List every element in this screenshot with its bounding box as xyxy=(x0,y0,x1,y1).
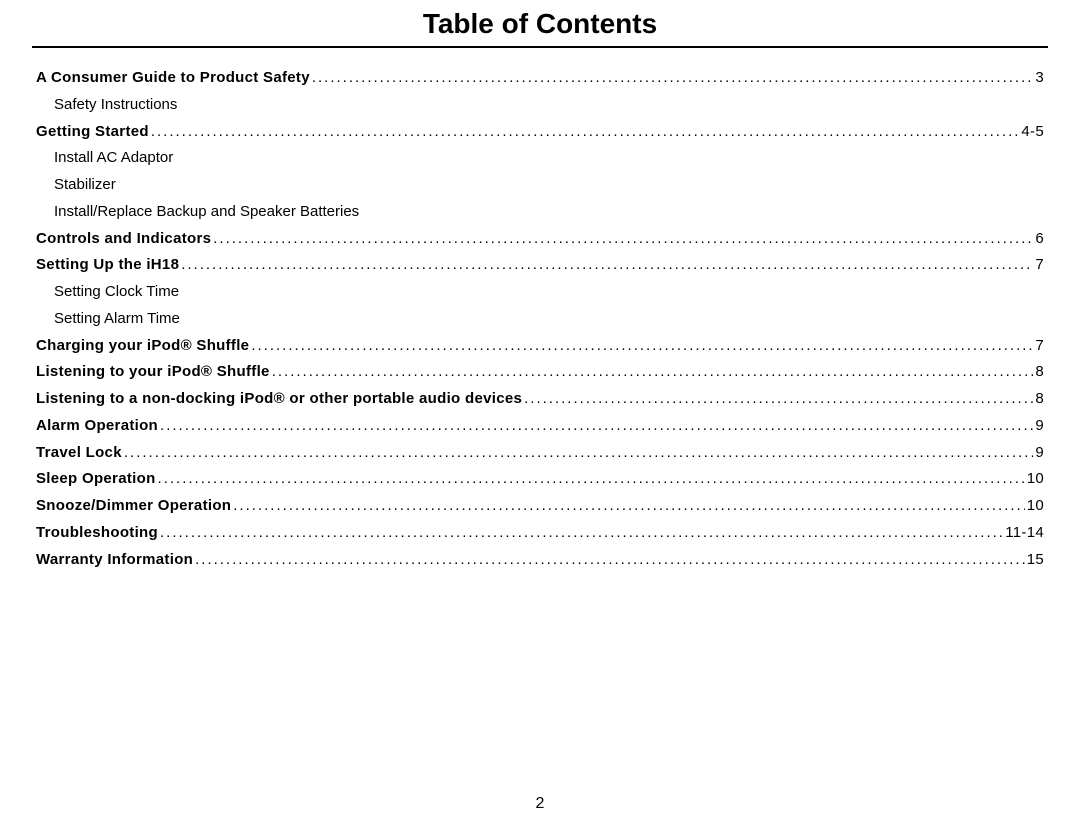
toc-leader-dots xyxy=(151,120,1020,145)
title-divider xyxy=(32,46,1048,48)
toc-entry-label: Setting Up the iH18 xyxy=(36,253,179,278)
toc-entry-label: Setting Clock Time xyxy=(54,280,179,305)
toc-leader-dots xyxy=(233,494,1024,519)
toc-entry-label: Snooze/Dimmer Operation xyxy=(36,494,231,519)
toc-entry-sub: Install/Replace Backup and Speaker Batte… xyxy=(36,200,1044,225)
page-number: 2 xyxy=(0,795,1080,813)
toc-entry-sub: Install AC Adaptor xyxy=(36,146,1044,171)
toc-entry-page: 10 xyxy=(1027,467,1044,492)
toc-entry-main: Setting Up the iH18 7 xyxy=(36,253,1044,278)
toc-entry-label: Listening to your iPod® Shuffle xyxy=(36,360,270,385)
toc-leader-dots xyxy=(160,521,1003,546)
toc-entry-page: 8 xyxy=(1035,360,1044,385)
toc-entry-label: Safety Instructions xyxy=(54,93,177,118)
toc-entry-page: 3 xyxy=(1035,66,1044,91)
toc-leader-dots xyxy=(160,414,1033,439)
toc-entry-label: Stabilizer xyxy=(54,173,116,198)
page-title: Table of Contents xyxy=(32,8,1048,46)
toc-entry-main: Snooze/Dimmer Operation 10 xyxy=(36,494,1044,519)
toc-entry-page: 4-5 xyxy=(1021,120,1044,145)
toc-entry-page: 11-14 xyxy=(1005,521,1044,546)
toc-entry-main: Travel Lock 9 xyxy=(36,441,1044,466)
toc-entry-main: Warranty Information 15 xyxy=(36,548,1044,573)
toc-entry-label: Warranty Information xyxy=(36,548,193,573)
toc-entry-label: Charging your iPod® Shuffle xyxy=(36,334,249,359)
toc-entry-label: Setting Alarm Time xyxy=(54,307,180,332)
toc-leader-dots xyxy=(524,387,1033,412)
toc-entry-main: Listening to your iPod® Shuffle 8 xyxy=(36,360,1044,385)
toc-entry-page: 7 xyxy=(1035,253,1044,278)
toc-entry-label: Install/Replace Backup and Speaker Batte… xyxy=(54,200,359,225)
toc-leader-dots xyxy=(213,227,1033,252)
toc-entry-label: Alarm Operation xyxy=(36,414,158,439)
toc-entry-page: 6 xyxy=(1035,227,1044,252)
toc-entry-page: 9 xyxy=(1035,441,1044,466)
toc-leader-dots xyxy=(181,253,1033,278)
toc-entry-label: Install AC Adaptor xyxy=(54,146,173,171)
toc-leader-dots xyxy=(158,467,1025,492)
toc-entry-sub: Setting Clock Time xyxy=(36,280,1044,305)
toc-entry-label: Listening to a non-docking iPod® or othe… xyxy=(36,387,522,412)
toc-leader-dots xyxy=(312,66,1034,91)
toc-entry-main: Charging your iPod® Shuffle 7 xyxy=(36,334,1044,359)
toc-leader-dots xyxy=(272,360,1034,385)
toc-entry-page: 8 xyxy=(1035,387,1044,412)
toc-entry-sub: Setting Alarm Time xyxy=(36,307,1044,332)
toc-entry-sub: Safety Instructions xyxy=(36,93,1044,118)
toc-entry-label: Getting Started xyxy=(36,120,149,145)
toc-entry-sub: Stabilizer xyxy=(36,173,1044,198)
toc-entry-label: Travel Lock xyxy=(36,441,122,466)
toc-entry-label: Sleep Operation xyxy=(36,467,156,492)
toc-leader-dots xyxy=(251,334,1033,359)
toc-entry-main: Listening to a non-docking iPod® or othe… xyxy=(36,387,1044,412)
toc-entry-label: Controls and Indicators xyxy=(36,227,211,252)
toc-entry-main: A Consumer Guide to Product Safety 3 xyxy=(36,66,1044,91)
toc-entry-label: A Consumer Guide to Product Safety xyxy=(36,66,310,91)
toc-leader-dots xyxy=(124,441,1033,466)
toc-entry-main: Controls and Indicators 6 xyxy=(36,227,1044,252)
toc-entry-page: 10 xyxy=(1027,494,1044,519)
toc-entry-label: Troubleshooting xyxy=(36,521,158,546)
toc-entry-page: 7 xyxy=(1035,334,1044,359)
toc-entry-page: 9 xyxy=(1035,414,1044,439)
toc-entry-main: Alarm Operation 9 xyxy=(36,414,1044,439)
toc-entry-main: Troubleshooting 11-14 xyxy=(36,521,1044,546)
toc-entry-main: Getting Started 4-5 xyxy=(36,120,1044,145)
toc-entry-page: 15 xyxy=(1027,548,1044,573)
toc-leader-dots xyxy=(195,548,1025,573)
toc-entry-main: Sleep Operation 10 xyxy=(36,467,1044,492)
table-of-contents: A Consumer Guide to Product Safety 3 Safet… xyxy=(32,66,1048,572)
